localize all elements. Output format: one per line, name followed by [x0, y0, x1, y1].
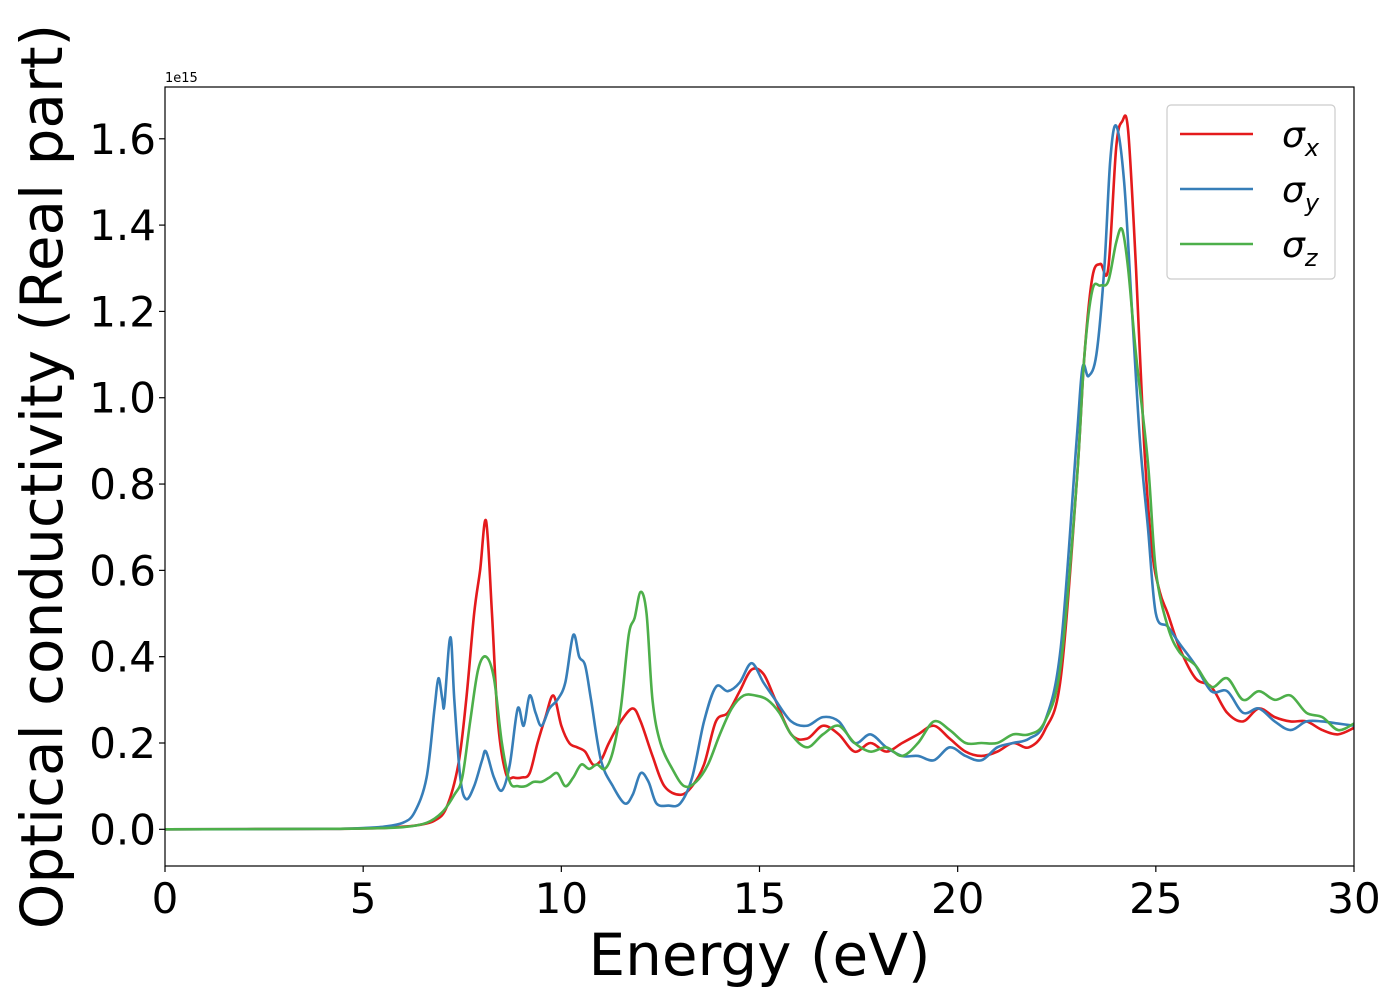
x-axis-label: Energy (eV)	[588, 921, 930, 989]
y-tick-label: 0.8	[89, 460, 156, 509]
series-group	[165, 114, 1354, 831]
y-tick-label: 0.6	[89, 546, 156, 595]
x-tick-label: 15	[733, 874, 786, 923]
y-tick-label: 1.0	[89, 374, 156, 423]
y-offset-text: 1e15	[165, 71, 198, 86]
x-tick-label: 20	[931, 874, 984, 923]
series-line-sigma-z	[165, 227, 1354, 831]
x-tick-label: 30	[1327, 874, 1380, 923]
x-axis: 0 5 10 15 20 25 30	[152, 866, 1381, 923]
y-axis: 0.0 0.2 0.4 0.6 0.8 1.0 1.2 1.4 1.6	[89, 115, 165, 854]
y-axis-label: Optical conductivity (Real part)	[8, 24, 76, 929]
y-tick-label: 1.6	[89, 115, 156, 164]
series-line-sigma-y	[165, 124, 1354, 831]
y-tick-label: 0.2	[89, 719, 156, 768]
y-tick-label: 1.4	[89, 201, 156, 250]
x-tick-label: 5	[350, 874, 377, 923]
legend-box	[1166, 104, 1336, 280]
x-tick-label: 10	[535, 874, 588, 923]
y-tick-label: 0.0	[89, 805, 156, 854]
x-tick-label: 0	[152, 874, 179, 923]
y-tick-label: 1.2	[89, 287, 156, 336]
x-tick-label: 25	[1129, 874, 1182, 923]
y-tick-label: 0.4	[89, 633, 156, 682]
